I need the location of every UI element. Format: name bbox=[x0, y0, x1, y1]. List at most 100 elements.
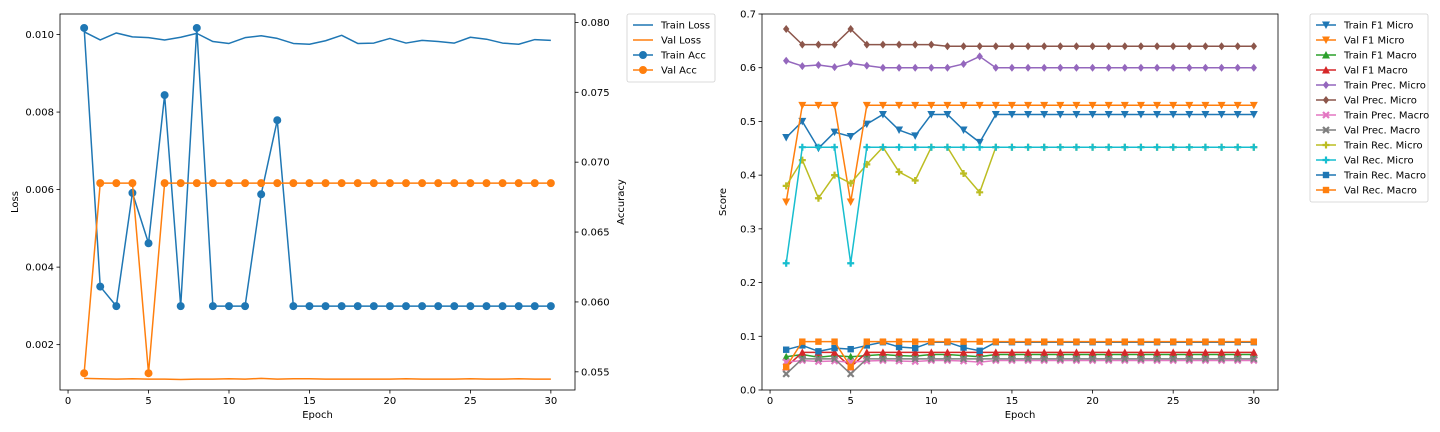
data-point bbox=[176, 302, 185, 311]
data-point bbox=[1185, 101, 1194, 110]
data-point bbox=[1169, 355, 1177, 363]
y-right-tick-label: 0.070 bbox=[581, 158, 610, 169]
data-point bbox=[1121, 355, 1129, 363]
data-point bbox=[1007, 110, 1016, 119]
data-point bbox=[1089, 338, 1096, 345]
data-point bbox=[450, 179, 459, 188]
x-tick-label: 5 bbox=[145, 396, 151, 407]
data-point bbox=[144, 369, 153, 378]
data-point bbox=[1040, 143, 1048, 151]
data-point bbox=[1040, 348, 1049, 356]
data-point bbox=[814, 355, 823, 363]
data-point bbox=[1121, 42, 1129, 51]
data-point bbox=[943, 348, 952, 356]
legend-marker bbox=[1322, 156, 1330, 164]
data-point bbox=[1121, 143, 1129, 151]
data-point bbox=[879, 355, 887, 363]
data-point bbox=[831, 40, 838, 49]
legend-entry: Val F1 Macro bbox=[1344, 66, 1408, 77]
data-point bbox=[960, 170, 968, 178]
data-point bbox=[385, 179, 394, 188]
data-point bbox=[546, 179, 555, 188]
data-point bbox=[895, 348, 904, 356]
data-point bbox=[466, 179, 475, 188]
data-point bbox=[418, 179, 427, 188]
data-point bbox=[879, 40, 887, 49]
data-point bbox=[831, 63, 838, 72]
data-point bbox=[257, 190, 266, 199]
data-point bbox=[847, 59, 854, 68]
data-point bbox=[992, 338, 1000, 345]
series-line-train-loss bbox=[83, 31, 551, 45]
data-point bbox=[1202, 338, 1209, 345]
data-point bbox=[991, 348, 1000, 356]
data-point bbox=[353, 179, 362, 188]
data-point bbox=[321, 179, 330, 188]
legend-marker bbox=[1322, 51, 1330, 59]
data-point bbox=[878, 101, 887, 110]
data-point bbox=[927, 110, 936, 119]
data-point bbox=[1121, 338, 1129, 345]
legend-marker bbox=[1322, 111, 1330, 119]
data-point bbox=[1040, 355, 1048, 363]
x-axis-label: Epoch bbox=[1005, 410, 1036, 421]
data-point bbox=[847, 363, 854, 371]
data-point bbox=[1104, 101, 1113, 110]
data-point bbox=[1250, 143, 1258, 151]
data-point bbox=[863, 342, 871, 349]
data-point bbox=[862, 348, 871, 356]
y-tick-label: 0.008 bbox=[25, 108, 54, 119]
data-point bbox=[1201, 143, 1209, 151]
data-point bbox=[911, 143, 919, 151]
data-point bbox=[1024, 101, 1033, 110]
legend-marker bbox=[639, 51, 647, 59]
legend-entry: Train Loss bbox=[660, 21, 710, 32]
data-point bbox=[1024, 110, 1033, 119]
data-point bbox=[879, 143, 887, 151]
data-point bbox=[895, 40, 903, 49]
legend-entry: Val Loss bbox=[661, 36, 701, 47]
data-point bbox=[1089, 42, 1096, 51]
data-point bbox=[1202, 63, 1209, 72]
data-point bbox=[1153, 63, 1161, 72]
data-point bbox=[369, 302, 378, 311]
data-point bbox=[1056, 101, 1065, 110]
data-point bbox=[1218, 143, 1226, 151]
data-point bbox=[975, 355, 984, 363]
data-point bbox=[1073, 338, 1080, 345]
data-point bbox=[305, 302, 314, 311]
data-point bbox=[128, 179, 137, 188]
data-point bbox=[1217, 110, 1226, 119]
data-point bbox=[878, 110, 887, 119]
data-point bbox=[1008, 338, 1016, 345]
data-point bbox=[847, 345, 854, 353]
data-point bbox=[1169, 348, 1178, 356]
x-tick-label: 0 bbox=[767, 396, 773, 407]
data-point bbox=[1057, 42, 1064, 51]
data-point bbox=[1137, 42, 1145, 51]
data-point bbox=[895, 168, 903, 176]
data-point bbox=[1072, 101, 1081, 110]
data-point bbox=[1088, 355, 1097, 363]
data-point bbox=[943, 143, 951, 151]
data-point bbox=[928, 338, 935, 345]
y-tick-label: 0.4 bbox=[740, 171, 756, 182]
data-point bbox=[112, 302, 121, 311]
legend-frame bbox=[1309, 13, 1429, 203]
data-point bbox=[273, 179, 282, 188]
data-point bbox=[1040, 101, 1049, 110]
data-point bbox=[815, 61, 822, 70]
data-point bbox=[943, 110, 952, 119]
data-point bbox=[1024, 143, 1032, 151]
y-tick-label: 0.7 bbox=[740, 10, 756, 21]
data-point bbox=[975, 101, 984, 110]
legend-entry: Train Prec. Micro bbox=[1343, 81, 1426, 92]
x-axis-label: Epoch bbox=[302, 410, 333, 421]
data-point bbox=[1024, 338, 1032, 345]
data-point bbox=[895, 338, 903, 345]
data-point bbox=[782, 56, 790, 65]
data-point bbox=[434, 302, 443, 311]
data-point bbox=[830, 101, 839, 110]
data-point bbox=[1250, 338, 1258, 345]
data-point bbox=[1105, 338, 1112, 345]
